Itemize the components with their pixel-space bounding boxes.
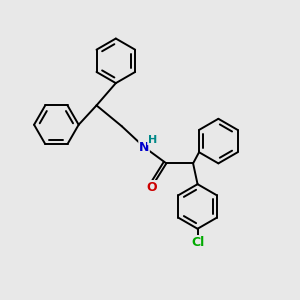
Text: Cl: Cl (191, 236, 204, 249)
Text: O: O (146, 181, 157, 194)
Text: H: H (148, 135, 157, 145)
Text: N: N (139, 140, 149, 154)
